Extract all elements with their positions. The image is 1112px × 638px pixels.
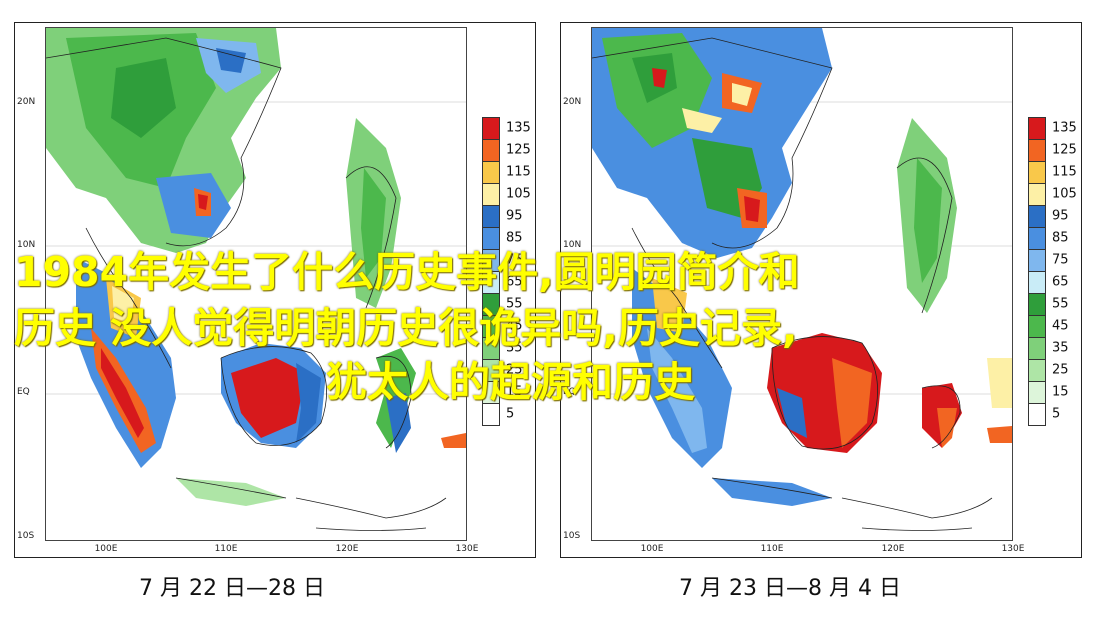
colorbar-cell: [482, 381, 500, 404]
colorbar-cell: [482, 337, 500, 360]
colorbar-cell: [482, 205, 500, 228]
colorbar-label: 105: [1052, 186, 1077, 202]
colorbar-label: 15: [506, 384, 523, 400]
colorbar-label: 25: [506, 362, 523, 378]
colorbar-cell: [1028, 403, 1046, 426]
colorbar-cell: [482, 117, 500, 140]
caption-left: 7 月 22 日—28 日: [139, 576, 325, 601]
colorbar-cell: [482, 359, 500, 382]
colorbar-cell: [1028, 359, 1046, 382]
colorbar-cell: [1028, 337, 1046, 360]
colorbar-label: 85: [506, 230, 523, 246]
colorbar-cell: [482, 161, 500, 184]
map-plot-area: [591, 27, 1013, 541]
colorbar-cell: [1028, 381, 1046, 404]
lat-label-20n: 20N: [17, 97, 36, 107]
colorbar-cell: [1028, 249, 1046, 272]
colorbar-label: 55: [1052, 296, 1069, 312]
lat-label-10s: 10S: [17, 531, 35, 541]
lon-label-110e: 110E: [760, 544, 784, 554]
lon-label-100e: 100E: [94, 544, 118, 554]
colorbar-label: 135: [506, 120, 531, 136]
lon-label-120e: 120E: [881, 544, 905, 554]
colorbar-label: 5: [506, 406, 515, 422]
precip-map: [46, 28, 466, 531]
colorbar-label: 15: [1052, 384, 1069, 400]
colorbar-label: 85: [1052, 230, 1069, 246]
colorbar-cell: [1028, 293, 1046, 316]
lat-label-20n: 20N: [563, 97, 582, 107]
colorbar-cell: [1028, 139, 1046, 162]
colorbar-label: 125: [506, 142, 531, 158]
caption-right: 7 月 23 日—8 月 4 日: [679, 576, 901, 601]
colorbar-label: 135: [1052, 120, 1077, 136]
colorbar-label: 35: [1052, 340, 1069, 356]
lat-label-10s: 10S: [563, 531, 581, 541]
map-plot-area: [45, 27, 467, 541]
colorbar-label: 105: [506, 186, 531, 202]
colorbar-cell: [1028, 205, 1046, 228]
map-panel-left: 20N 10N EQ 10S: [14, 22, 536, 558]
colorbar-label: 65: [1052, 274, 1069, 290]
lat-label-eq: EQ: [563, 387, 576, 397]
map-panel-right: 20N 10N EQ 10S: [560, 22, 1082, 558]
colorbar-cell: [482, 183, 500, 206]
lon-label-110e: 110E: [214, 544, 238, 554]
colorbar-label: 65: [506, 274, 523, 290]
colorbar-label: 125: [1052, 142, 1077, 158]
colorbar-label: 95: [506, 208, 523, 224]
lon-label-100e: 100E: [640, 544, 664, 554]
colorbar-cell: [1028, 117, 1046, 140]
colorbar-cell: [482, 227, 500, 250]
colorbar-cell: [1028, 161, 1046, 184]
colorbar-label: 35: [506, 340, 523, 356]
colorbar-label: 45: [506, 318, 523, 334]
colorbar-label: 45: [1052, 318, 1069, 334]
colorbar-cell: [482, 249, 500, 272]
precip-map: [592, 28, 1012, 531]
colorbar-label: 115: [506, 164, 531, 180]
colorbar-cell: [1028, 183, 1046, 206]
colorbar-label: 25: [1052, 362, 1069, 378]
colorbar-cell: [482, 293, 500, 316]
lon-label-120e: 120E: [335, 544, 359, 554]
colorbar-label: 75: [506, 252, 523, 268]
colorbar-cell: [1028, 227, 1046, 250]
colorbar-cell: [482, 315, 500, 338]
colorbar-cell: [482, 271, 500, 294]
lon-label-130e: 130E: [1001, 544, 1025, 554]
lat-label-10n: 10N: [17, 240, 36, 250]
lat-label-eq: EQ: [17, 387, 30, 397]
colorbar-cell: [1028, 271, 1046, 294]
colorbar-label: 115: [1052, 164, 1077, 180]
colorbar-label: 75: [1052, 252, 1069, 268]
colorbar-label: 95: [1052, 208, 1069, 224]
colorbar-cell: [482, 139, 500, 162]
colorbar-cell: [482, 403, 500, 426]
lon-label-130e: 130E: [455, 544, 479, 554]
colorbar-cell: [1028, 315, 1046, 338]
colorbar-label: 55: [506, 296, 523, 312]
colorbar-label: 5: [1052, 406, 1061, 422]
lat-label-10n: 10N: [563, 240, 582, 250]
